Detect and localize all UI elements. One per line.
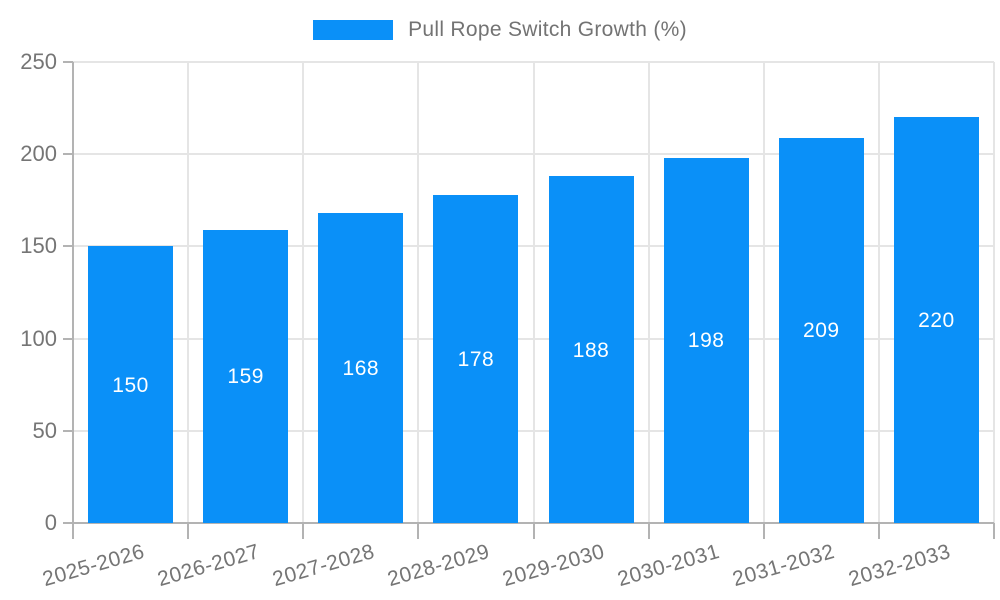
y-tick-label: 200 — [20, 141, 57, 167]
y-axis-tick — [63, 245, 73, 248]
x-gridline — [532, 62, 535, 523]
x-axis-tick — [993, 523, 995, 539]
y-tick-label: 100 — [20, 325, 57, 351]
x-gridline — [877, 62, 880, 523]
x-axis-line — [72, 522, 994, 524]
chart-legend: Pull Rope Switch Growth (%) — [0, 18, 1000, 42]
x-tick-label: 2025-2026 — [39, 540, 147, 592]
bar-value-label: 178 — [457, 347, 495, 371]
bar-value-label: 159 — [227, 365, 264, 389]
y-axis-line — [72, 62, 74, 523]
y-axis-tick — [63, 429, 73, 432]
y-tick-label: 250 — [20, 49, 57, 74]
x-tick-label: 2027-2028 — [269, 540, 378, 592]
x-gridline — [762, 62, 765, 523]
bar-value-label: 220 — [918, 309, 955, 333]
x-tick-label: 2031-2032 — [730, 540, 838, 592]
x-axis-tick — [877, 523, 880, 539]
x-axis-tick — [762, 523, 765, 539]
bar-value-label: 198 — [687, 329, 725, 353]
y-axis-tick — [63, 153, 73, 156]
x-gridline — [647, 62, 650, 523]
y-tick-label: 150 — [20, 233, 57, 259]
y-tick-label: 0 — [44, 510, 57, 535]
y-axis-tick — [63, 61, 73, 63]
bar-value-label: 209 — [803, 319, 840, 343]
bar — [203, 229, 289, 523]
bar-value-label: 188 — [572, 338, 610, 362]
bar-value-label: 168 — [342, 357, 380, 381]
x-tick-label: 2032-2033 — [845, 540, 953, 592]
legend-color-swatch — [313, 20, 394, 40]
x-tick-label: 2029-2030 — [500, 540, 608, 592]
x-gridline — [187, 62, 190, 523]
x-gridline — [302, 62, 305, 523]
bar — [778, 137, 864, 523]
legend-label: Pull Rope Switch Growth (%) — [408, 18, 687, 41]
bar — [318, 213, 404, 523]
bar — [433, 194, 519, 523]
bar — [663, 157, 749, 523]
x-axis-tick — [532, 523, 535, 539]
y-tick-label: 50 — [32, 417, 57, 443]
x-tick-label: 2026-2027 — [154, 540, 263, 592]
x-axis-tick — [72, 523, 74, 539]
bar — [88, 246, 174, 523]
x-gridline — [417, 62, 420, 523]
x-axis-tick — [187, 523, 190, 539]
bar-value-label: 150 — [112, 373, 149, 397]
x-gridline — [993, 62, 995, 523]
y-axis-tick — [63, 522, 73, 524]
bar — [893, 117, 979, 523]
x-tick-label: 2030-2031 — [615, 540, 723, 592]
x-tick-label: 2028-2029 — [385, 540, 493, 592]
bar — [548, 176, 634, 523]
x-axis-tick — [417, 523, 420, 539]
x-axis-tick — [647, 523, 650, 539]
y-axis-tick — [63, 337, 73, 340]
x-axis-tick — [302, 523, 305, 539]
